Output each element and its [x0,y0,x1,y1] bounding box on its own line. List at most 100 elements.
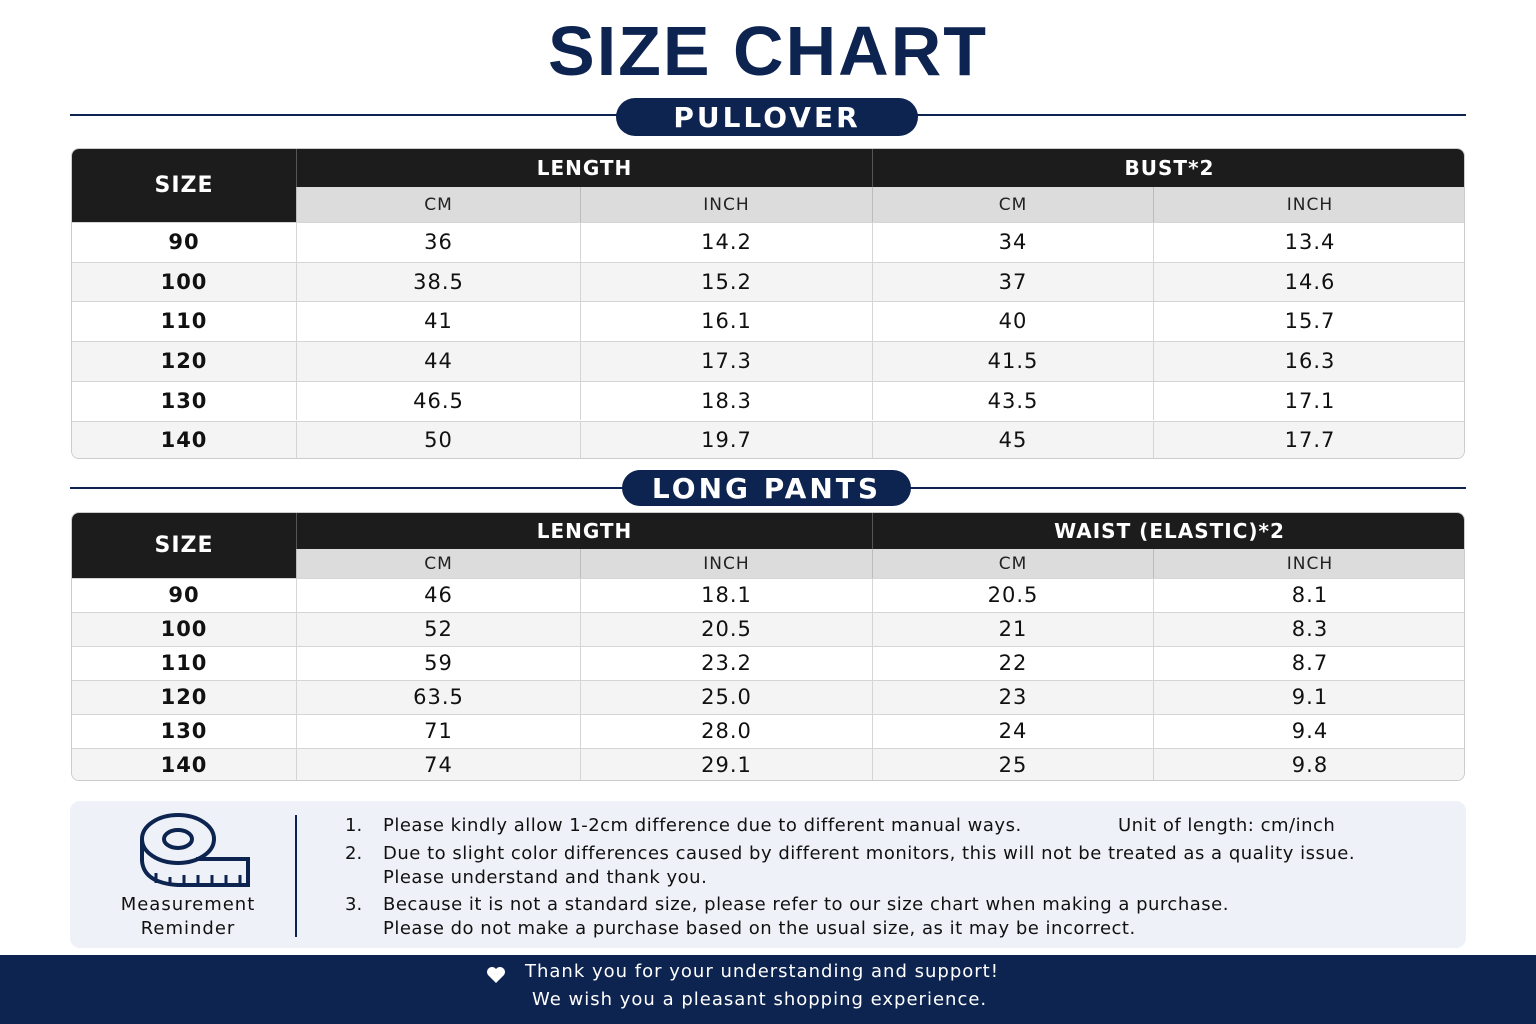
sub-header: CM [296,549,580,578]
cell: 59 [296,646,580,680]
size-cell: 120 [160,685,208,709]
size-cell: 140 [160,753,208,777]
cell: 23 [872,680,1153,714]
row-bg [72,578,1464,612]
cell: 18.3 [580,380,872,421]
note-label: Measurement Reminder [70,893,306,941]
cell: 44 [296,341,580,381]
cell: 14.2 [580,222,872,262]
sub-header: INCH [1153,549,1464,578]
size-cell: 140 [160,428,208,453]
row-bg [72,301,1464,342]
size-cell: 130 [160,719,208,743]
row-bg [72,420,1464,459]
cell: 36 [296,222,580,262]
cell: 9.1 [1153,680,1464,714]
sub-header: CM [296,187,580,222]
cell: 23.2 [580,646,872,680]
cell: 19.7 [580,420,872,459]
cell: 13.4 [1153,222,1464,262]
cell: 25 [872,748,1153,780]
item-line: Please do not make a purchase based on t… [383,918,1136,939]
cell: 29.1 [580,748,872,780]
size-cell: 90 [168,583,200,607]
table: SIZE LENGTH BUST*2 CM INCH CM INCH 90 36 14.2 34 13… [71,148,1465,460]
cell: 18.1 [580,578,872,612]
cell: 15.7 [1153,301,1464,342]
cell: 63.5 [296,680,580,714]
cell: 17.1 [1153,380,1464,421]
item-number: 2. [345,843,363,864]
cell: 9.8 [1153,748,1464,780]
item-line: Due to slight color differences caused b… [383,843,1356,864]
sub-header: CM [872,187,1153,222]
row-bg [72,612,1464,646]
cell: 8.7 [1153,646,1464,680]
title: SIZE CHART [548,12,988,90]
size-cell: 130 [160,388,208,413]
size-cell: 90 [168,229,200,254]
cell: 41 [296,301,580,342]
size-cell: 110 [160,309,208,334]
note-label-line: Measurement [120,894,256,915]
cell: 24 [872,714,1153,748]
note-label-line: Reminder [140,918,236,939]
row-bg [72,222,1464,262]
item-line: Please understand and thank you. [383,867,708,888]
item-line: Because it is not a standard size, pleas… [383,894,1229,915]
note-box: Measurement Reminder Unit of length: cm/… [70,801,1466,948]
size-cell: 110 [160,651,208,675]
footer-line: We wish you a pleasant shopping experien… [532,989,988,1010]
table: SIZE LENGTH WAIST (ELASTIC)*2 CM INCH CM INCH 9… [71,512,1465,781]
size-cell: 100 [160,617,208,641]
cell: 8.1 [1153,578,1464,612]
group-header: LENGTH [296,149,872,187]
item-line: Please kindly allow 1-2cm difference due… [383,815,1022,836]
footer: Thank you for your understanding and sup… [0,955,1536,1024]
cell: 15.2 [580,261,872,302]
cell: 38.5 [296,261,580,302]
row-bg [72,714,1464,748]
cell: 9.4 [1153,714,1464,748]
cell: 50 [296,420,580,459]
footer-line: Thank you for your understanding and sup… [525,961,999,982]
cell: 8.3 [1153,612,1464,646]
section-label: PULLOVER [616,98,918,136]
cell: 16.1 [580,301,872,342]
row-bg [72,680,1464,714]
cell: 41.5 [872,341,1153,381]
cell: 34 [872,222,1153,262]
cell: 37 [872,261,1153,302]
cell: 43.5 [872,380,1153,421]
cell: 20.5 [580,612,872,646]
item-number: 1. [345,815,363,836]
cell: 21 [872,612,1153,646]
cell: 28.0 [580,714,872,748]
row-bg [72,646,1464,680]
sub-header: INCH [580,187,872,222]
size-cell: 100 [160,269,208,294]
cell: 40 [872,301,1153,342]
item-number: 3. [345,894,363,915]
sub-header: CM [872,549,1153,578]
group-header: BUST*2 [872,149,1464,187]
heart-icon [487,967,505,983]
cell: 46 [296,578,580,612]
sub-header: INCH [580,549,872,578]
row-bg [72,380,1464,421]
group-header: WAIST (ELASTIC)*2 [872,513,1464,549]
sub-header: INCH [1153,187,1464,222]
cell: 25.0 [580,680,872,714]
group-header: LENGTH [296,513,872,549]
size-header: SIZE [72,513,296,578]
unit: Unit of length: cm/inch [1118,815,1336,836]
divider [295,815,297,937]
cell: 46.5 [296,380,580,421]
cell: 16.3 [1153,341,1464,381]
cell: 20.5 [872,578,1153,612]
cell: 52 [296,612,580,646]
row-bg [72,341,1464,381]
tape-icon [140,813,250,887]
cell: 22 [872,646,1153,680]
